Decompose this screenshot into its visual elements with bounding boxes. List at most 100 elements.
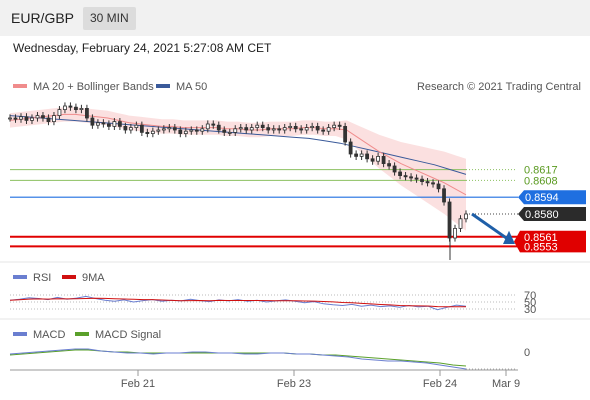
- macd-legend-label: MACD: [33, 329, 65, 341]
- attribution: Research © 2021 Trading Central: [417, 81, 581, 93]
- rsi-ma-legend-label: 9MA: [82, 272, 105, 284]
- price-candle: [8, 117, 12, 120]
- price-candle: [35, 115, 40, 119]
- price-candle: [161, 128, 166, 131]
- price-candle: [205, 123, 210, 130]
- rsi-ma-line: [9, 297, 466, 308]
- price-candle: [359, 153, 364, 157]
- price-candle: [255, 124, 260, 128]
- pivot-tag: [518, 190, 586, 205]
- price-candle: [420, 178, 424, 182]
- price-candle: [123, 126, 128, 131]
- price-candle: [30, 117, 34, 121]
- price-candle: [90, 117, 95, 126]
- price-candle: [326, 127, 331, 132]
- support-label: 0.8553: [524, 241, 558, 253]
- legend-label: MA 50: [176, 81, 207, 93]
- price-candle: [337, 124, 342, 127]
- price-candle: [216, 124, 221, 131]
- macd-zero-tick: 0: [524, 347, 530, 359]
- price-candle: [222, 129, 227, 133]
- legend-swatch: [13, 84, 27, 88]
- price-candle: [128, 127, 133, 131]
- price-candle: [387, 163, 391, 167]
- price-candle: [288, 126, 293, 129]
- x-tick-label: Feb 23: [277, 378, 311, 390]
- price-candle: [96, 122, 100, 126]
- top-bar: EUR/GBP 30 MIN: [0, 0, 590, 36]
- rsi-tick: 50: [524, 297, 536, 309]
- price-candle: [370, 158, 375, 162]
- price-candle: [293, 126, 298, 130]
- price-candle: [189, 129, 194, 132]
- price-candle: [19, 116, 23, 120]
- price-candle: [442, 188, 446, 203]
- rsi-line: [9, 295, 467, 311]
- price-candle: [167, 127, 172, 130]
- macd-signal-legend-swatch: [75, 332, 89, 336]
- price-candle: [409, 176, 413, 179]
- price-candle: [68, 105, 73, 108]
- price-candle: [332, 124, 337, 128]
- price-candle: [238, 127, 243, 130]
- price-candle: [63, 105, 67, 110]
- price-candle: [211, 123, 216, 126]
- price-candle: [310, 126, 315, 129]
- macd-signal-legend-label: MACD Signal: [95, 329, 161, 341]
- price-candle: [194, 129, 199, 132]
- price-candle: [52, 115, 56, 122]
- price-candle: [183, 130, 188, 134]
- price-candle: [376, 155, 380, 162]
- last-price-label: 0.8580: [525, 209, 559, 221]
- price-candle: [425, 181, 430, 184]
- price-candle: [282, 127, 287, 131]
- price-candle: [117, 121, 122, 127]
- price-candle: [145, 131, 150, 134]
- price-candle: [315, 126, 320, 131]
- legend-swatch: [156, 84, 170, 88]
- price-candle: [458, 218, 463, 229]
- x-tick-label: Feb 24: [423, 378, 457, 390]
- price-candle: [178, 129, 183, 134]
- price-candle: [277, 128, 282, 131]
- macd-signal-line: [9, 349, 467, 367]
- price-candle: [392, 165, 397, 173]
- price-candle: [398, 171, 402, 176]
- price-candle: [106, 123, 111, 127]
- x-tick-label: Mar 9: [492, 378, 520, 390]
- price-candle: [101, 122, 106, 125]
- rsi-legend-swatch: [13, 275, 27, 279]
- bollinger-band: [10, 107, 466, 231]
- price-candle: [24, 116, 29, 121]
- rsi-legend-label: RSI: [33, 272, 51, 284]
- price-candle: [46, 117, 51, 122]
- price-candle: [365, 153, 370, 160]
- rsi-tick: 70: [524, 290, 536, 302]
- support-label: 0.8561: [524, 232, 558, 244]
- price-candle: [134, 124, 139, 128]
- price-candle: [150, 130, 155, 134]
- price-candle: [321, 129, 326, 132]
- price-candle: [200, 128, 205, 132]
- price-candle: [266, 127, 271, 131]
- price-candle: [414, 177, 419, 180]
- timeframe-badge[interactable]: 30 MIN: [83, 7, 136, 30]
- rsi-tick: 30: [524, 304, 536, 316]
- last-price-tag: [518, 207, 586, 221]
- pair-title: EUR/GBP: [11, 10, 75, 26]
- price-candle: [348, 141, 353, 155]
- price-candle: [139, 124, 144, 133]
- price-candle: [381, 155, 386, 164]
- price-candle: [244, 127, 249, 131]
- price-candle: [112, 121, 117, 127]
- price-candle: [464, 213, 468, 220]
- forecast-arrow: [471, 212, 509, 241]
- price-candle: [79, 108, 84, 111]
- price-candle: [343, 126, 348, 143]
- price-candle: [299, 128, 304, 131]
- resistance-label: 0.8608: [524, 175, 558, 187]
- forecast-arrow-head: [503, 230, 515, 244]
- macd-legend-swatch: [13, 332, 27, 336]
- chart-datetime: Wednesday, February 24, 2021 5:27:08 AM …: [13, 41, 272, 55]
